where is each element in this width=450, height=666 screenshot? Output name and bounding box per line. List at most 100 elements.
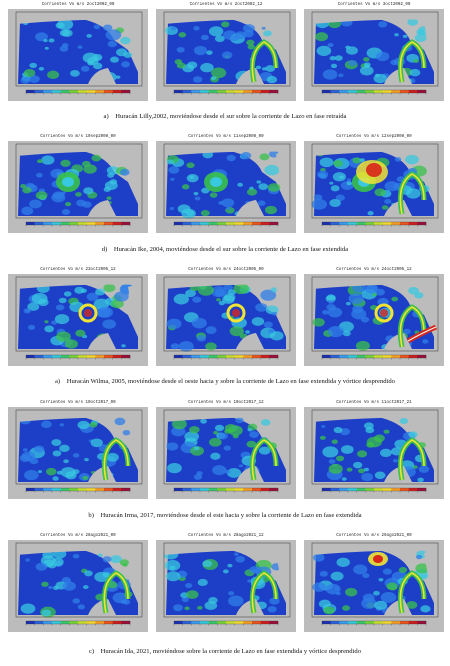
current-field [16,12,142,84]
colorbar [25,221,131,227]
colorbar [25,354,131,360]
current-map [156,274,296,366]
colorbar-segment [182,488,192,491]
colorbar-segment [269,222,279,225]
plot-frame [311,542,439,618]
colorbar-segment [365,621,375,624]
colorbar [173,487,279,493]
plot-frame [15,143,143,219]
colorbar-segment [408,621,418,624]
current-field [164,12,290,85]
colorbar-segment [69,488,79,491]
colorbar [321,89,427,95]
colorbar [173,620,279,626]
colorbar-segment [243,488,253,491]
current-map [8,540,148,632]
current-map [8,141,148,233]
map-panel: Corrientes Vo m/s 23oct2005_12 [8,267,148,366]
map-panel: Corrientes Vo m/s 29ago2021_00 [304,533,444,632]
colorbar-segment [260,621,270,624]
figure-caption: a) Huracán Lilly,2002, moviéndose desde … [103,113,347,120]
current-field [312,12,438,84]
colorbar-segment [26,222,35,225]
colorbar-segment [34,90,44,93]
plot-frame [15,276,143,352]
current-field [312,277,438,351]
colorbar-segment [348,355,357,358]
colorbar-segment [348,222,357,225]
colorbar-segment [382,488,392,491]
current-map [156,141,296,233]
colorbar-segment [348,621,357,624]
current-field [312,543,438,615]
map-panel: Corrientes Vo m/s 11sep2008_00 [156,134,296,233]
colorbar-segment [374,90,383,93]
colorbar-segment [391,222,401,225]
map-title: Corrientes Vo m/s 28ago2021_00 [40,534,116,538]
colorbar-segment [417,90,427,93]
colorbar-segment [382,355,392,358]
colorbar-segment [121,90,131,93]
colorbar-segment [174,355,183,358]
colorbar-segment [365,355,375,358]
colorbar-segment [217,222,227,225]
colorbar-segment [52,488,61,491]
map-title: Corrientes Vo m/s 11oct2017_21 [336,401,412,405]
colorbar-segment [330,621,340,624]
colorbar-segment [234,90,244,93]
colorbar-segment [252,355,261,358]
colorbar-segment [86,488,96,491]
colorbar-segment [69,90,79,93]
colorbar-segment [260,355,270,358]
map-panel: Corrientes Vo m/s 12sep2008_00 [304,134,444,233]
map-panel: Corrientes Vo m/s 10sep2008_00 [8,134,148,233]
colorbar-segment [60,488,70,491]
colorbar-segment [365,90,375,93]
map-panel: Corrientes Vo m/s 28ago2021_12 [156,533,296,632]
colorbar-segment [252,90,261,93]
colorbar-segment [330,90,340,93]
colorbar-segment [391,488,401,491]
colorbar-segment [104,222,113,225]
map-panel: Corrientes Vo m/s 2oct2002_00 [8,2,148,101]
figure-caption: b) Huracán Irma, 2017, moviéndose desde … [88,512,362,519]
colorbar-segment [217,621,227,624]
colorbar-segment [182,90,192,93]
colorbar-segment [191,90,201,93]
colorbar-segment [252,621,261,624]
colorbar-segment [174,621,183,624]
colorbar-segment [408,222,418,225]
map-panel: Corrientes Vo m/s 2oct2002_12 [156,2,296,101]
colorbar-segment [243,90,253,93]
colorbar-segment [226,222,235,225]
current-field [164,410,290,482]
colorbar-segment [400,90,409,93]
current-field [16,277,142,349]
colorbar-segment [34,488,44,491]
colorbar-segment [200,621,209,624]
colorbar-segment [208,90,218,93]
figure-caption: d) Huracán Ike, 2004, moviéndose desde e… [101,246,349,253]
map-title: Corrientes Vo m/s 29ago2021_00 [336,534,412,538]
colorbar-segment [322,90,331,93]
plot-frame [15,542,143,618]
colorbar-segment [95,222,105,225]
colorbar-segment [95,90,105,93]
map-title: Corrientes Vo m/s 10oct2017_12 [188,401,264,405]
colorbar-segment [252,222,261,225]
plot-frame [311,11,439,87]
colorbar-segment [60,621,70,624]
colorbar-segment [60,222,70,225]
colorbar-segment [400,488,409,491]
colorbar-segment [243,222,253,225]
plot-frame [163,143,291,219]
colorbar-segment [417,222,427,225]
colorbar-segment [208,621,218,624]
colorbar-segment [374,488,383,491]
plot-frame [163,276,291,352]
map-title: Corrientes Vo m/s 12sep2008_00 [336,135,412,139]
map-title: Corrientes Vo m/s 28ago2021_12 [188,534,264,538]
map-title: Corrientes Vo m/s 23oct2005_12 [40,268,116,272]
current-map [304,141,444,233]
colorbar-segment [78,488,87,491]
